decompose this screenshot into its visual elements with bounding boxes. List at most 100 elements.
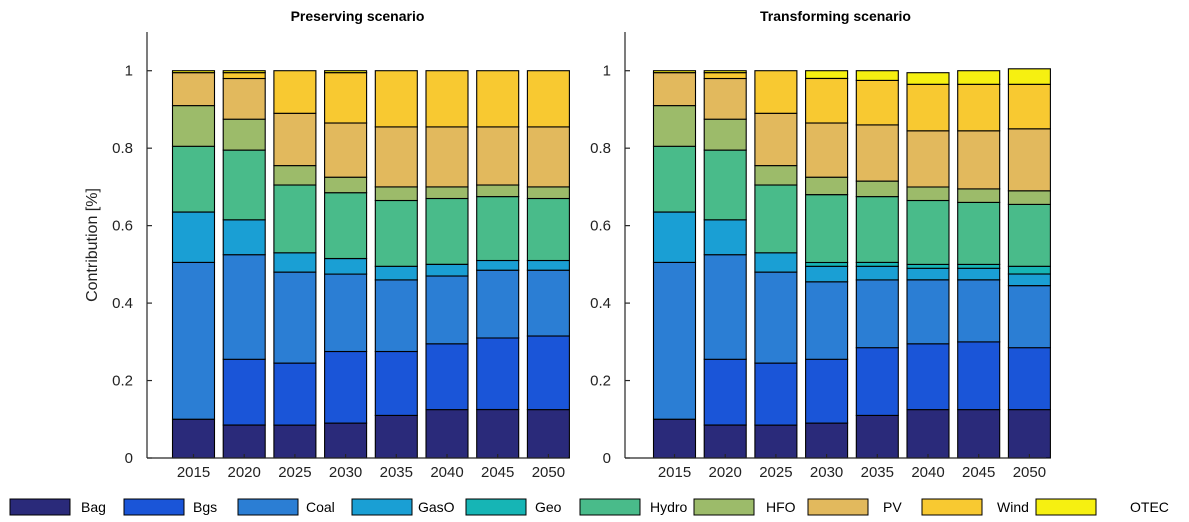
bar-segment-wind-2025 — [273, 70, 317, 114]
bar-segment-hydro-2040 — [906, 199, 950, 265]
bar-segment-bgs-2030 — [324, 350, 368, 424]
bar-segment-wind-2050 — [526, 70, 570, 128]
bar-segment-pv-2050 — [526, 126, 570, 188]
x-tick-label: 2025 — [278, 464, 311, 481]
bar-segment-coal-2045 — [476, 269, 520, 339]
bar-segment-bgs-2040 — [906, 343, 950, 411]
bar-segment-pv-2045 — [476, 126, 520, 186]
bar-segment-bgs-2050 — [1007, 347, 1051, 411]
bar-segment-gaso-2035 — [855, 265, 899, 281]
bar-segment-coal-2015 — [652, 261, 697, 420]
bar-segment-bgs-2020 — [703, 358, 747, 426]
bar-segment-otec-2050 — [1007, 68, 1051, 85]
legend-label: Bgs — [193, 499, 217, 515]
legend-item-coal: Coal — [237, 498, 335, 516]
bar-segment-gaso-2045 — [476, 259, 520, 271]
bar-segment-coal-2025 — [273, 271, 317, 364]
legend-label: HFO — [766, 499, 796, 515]
x-tick-label: 2040 — [430, 464, 463, 481]
bar-segment-coal-2020 — [703, 254, 747, 360]
bar-segment-hfo-2020 — [222, 118, 266, 151]
legend-item-hydro: Hydro — [579, 498, 688, 516]
bar-segment-bag-2040 — [425, 409, 469, 459]
bar-segment-hfo-2050 — [1007, 190, 1051, 205]
bar-segment-pv-2045 — [957, 130, 1001, 190]
bar-segment-bgs-2045 — [957, 341, 1001, 411]
bar-segment-hydro-2045 — [957, 201, 1001, 265]
chart-title: Transforming scenario — [760, 8, 911, 24]
bar-segment-coal-2020 — [222, 254, 266, 360]
bar-segment-hfo-2040 — [425, 186, 469, 200]
bar-segment-wind-2035 — [374, 70, 418, 128]
legend-label: Coal — [306, 499, 335, 515]
legend-label: OTEC — [1130, 499, 1169, 515]
x-tick-label: 2045 — [962, 464, 995, 481]
y-tick-label: 1 — [125, 63, 133, 80]
bar-segment-hydro-2030 — [324, 192, 368, 260]
bar-segment-bag-2025 — [273, 424, 317, 459]
bar-segment-bgs-2035 — [855, 347, 899, 416]
bar-segment-geo-2050 — [1007, 265, 1051, 275]
legend-swatch — [1035, 498, 1097, 516]
legend-item-gaso: GasO — [351, 498, 455, 516]
legend-label: GasO — [418, 499, 455, 515]
x-tick-label: 2035 — [861, 464, 894, 481]
bar-segment-hfo-2015 — [652, 105, 697, 147]
bar-segment-hfo-2040 — [906, 186, 950, 202]
legend-item-hfo: HFO — [693, 498, 796, 516]
bar-segment-bag-2040 — [906, 409, 950, 459]
x-tick-label: 2015 — [658, 464, 691, 481]
bar-segment-coal-2050 — [526, 269, 570, 337]
bar-segment-hydro-2050 — [1007, 203, 1051, 267]
legend-item-bgs: Bgs — [123, 498, 217, 516]
legend: Bag Bgs Coal GasO Geo Hydro HFO PV Wind OTEC — [9, 498, 1169, 516]
y-tick-label: 0.2 — [112, 373, 133, 390]
bar-segment-gaso-2045 — [957, 267, 1001, 281]
chart-panel-2: Transforming scenario 2015 2020 2025 2030 203… — [590, 8, 1051, 481]
bar-segment-wind-2025 — [754, 70, 798, 114]
bar-segment-coal-2045 — [957, 279, 1001, 343]
bar-segment-bag-2050 — [526, 409, 570, 459]
x-tick-label: 2015 — [177, 464, 210, 481]
legend-label: Hydro — [650, 499, 688, 515]
bar-segment-gaso-2050 — [1007, 273, 1051, 287]
bar-segment-pv-2030 — [324, 122, 368, 178]
bar-segment-hfo-2035 — [374, 186, 418, 202]
bar-segment-bag-2035 — [374, 414, 418, 459]
bar-segment-bag-2030 — [805, 422, 849, 459]
y-tick-label: 0.6 — [112, 218, 133, 235]
bar-segment-gaso-2020 — [222, 219, 266, 256]
bar-segment-otec-2040 — [906, 72, 950, 85]
legend-swatch — [351, 498, 413, 516]
legend-label: Geo — [535, 499, 562, 515]
bar-segment-bag-2030 — [324, 422, 368, 459]
bar-segment-hydro-2050 — [526, 197, 570, 262]
bar-segment-hydro-2025 — [273, 184, 317, 254]
legend-label: Wind — [997, 499, 1029, 515]
bar-segment-wind-2045 — [957, 83, 1001, 132]
y-tick-label: 0 — [125, 450, 133, 467]
bar-segment-gaso-2015 — [652, 211, 697, 263]
bar-segment-bgs-2050 — [526, 335, 570, 411]
chart-title: Preserving scenario — [291, 8, 425, 24]
x-tick-label: 2025 — [759, 464, 792, 481]
legend-item-bag: Bag — [9, 498, 106, 516]
bar-segment-hydro-2035 — [855, 196, 899, 263]
legend-swatch — [9, 498, 71, 516]
bar-segment-pv-2015 — [171, 72, 216, 107]
bar-segment-hfo-2045 — [476, 184, 520, 198]
x-tick-label: 2050 — [1013, 464, 1046, 481]
bar-segment-bag-2045 — [957, 409, 1001, 459]
bar-segment-gaso-2050 — [526, 259, 570, 271]
bar-segment-bgs-2045 — [476, 337, 520, 411]
bar-segment-bag-2045 — [476, 409, 520, 459]
x-tick-label: 2050 — [532, 464, 565, 481]
bar-segment-gaso-2040 — [425, 263, 469, 277]
bar-segment-hfo-2015 — [171, 105, 216, 147]
bar-segment-bag-2035 — [855, 414, 899, 459]
bar-segment-gaso-2025 — [273, 252, 317, 273]
bar-segment-hydro-2025 — [754, 184, 798, 254]
bar-segment-bgs-2040 — [425, 343, 469, 411]
bar-segment-bag-2020 — [222, 424, 266, 459]
bar-segment-bag-2025 — [754, 424, 798, 459]
